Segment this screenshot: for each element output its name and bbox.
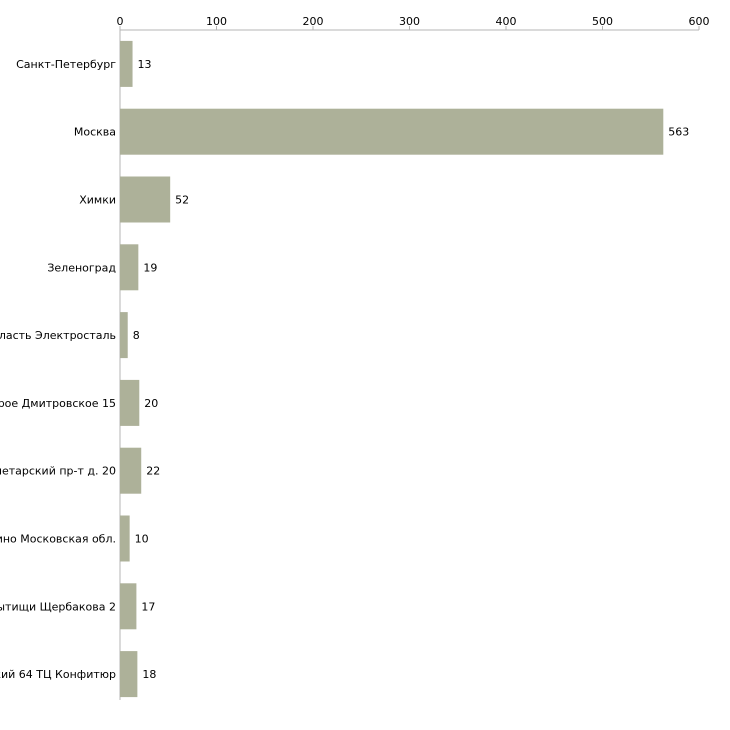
bar	[120, 447, 142, 494]
x-tick-label: 300	[399, 15, 420, 28]
data-label: 17	[141, 600, 155, 613]
bar	[120, 312, 128, 359]
data-label: 563	[668, 126, 689, 139]
data-label: 19	[143, 261, 157, 274]
category-label: Ленинградский 64 ТЦ Конфитюр	[0, 668, 116, 681]
category-label: Зеленоград	[47, 261, 116, 274]
x-tick-label: 200	[303, 15, 324, 28]
x-tick-label: 600	[689, 15, 710, 28]
bar	[120, 176, 171, 223]
category-label: Мытищи Щербакова 2	[0, 600, 116, 613]
data-labels: 13 563 52 19 8 20 22 10 17 18	[133, 58, 690, 681]
x-tick-label: 400	[496, 15, 517, 28]
bar	[120, 651, 138, 698]
category-label: Ивантеевка Пушкино Московская обл.	[0, 533, 116, 546]
category-label: Москва Старое Дмитровское 15	[0, 397, 116, 410]
bar	[120, 583, 137, 630]
category-labels: Санкт-Петербург Москва Химки Зеленоград Моск…	[0, 58, 116, 681]
category-label: Санкт-Петербург	[16, 58, 116, 71]
data-label: 20	[144, 397, 158, 410]
category-label: Пролетарский пр-т д. 20	[0, 465, 116, 478]
category-label: Москва	[74, 126, 116, 139]
bar	[120, 108, 664, 155]
data-label: 52	[175, 194, 189, 207]
bar	[120, 244, 139, 291]
bar	[120, 40, 133, 87]
data-label: 13	[138, 58, 152, 71]
data-label: 10	[135, 533, 149, 546]
data-label: 18	[142, 668, 156, 681]
data-label: 22	[146, 465, 160, 478]
category-label: Химки	[79, 194, 116, 207]
x-axis-ticks: 0 100 200 300 400 500 600	[117, 15, 710, 30]
bar	[120, 515, 130, 562]
x-tick-label: 500	[592, 15, 613, 28]
category-label: Московская область Электросталь	[0, 329, 116, 342]
bars	[120, 40, 664, 698]
bar	[120, 379, 140, 426]
x-tick-label: 0	[117, 15, 124, 28]
data-label: 8	[133, 329, 140, 342]
x-tick-label: 100	[206, 15, 227, 28]
